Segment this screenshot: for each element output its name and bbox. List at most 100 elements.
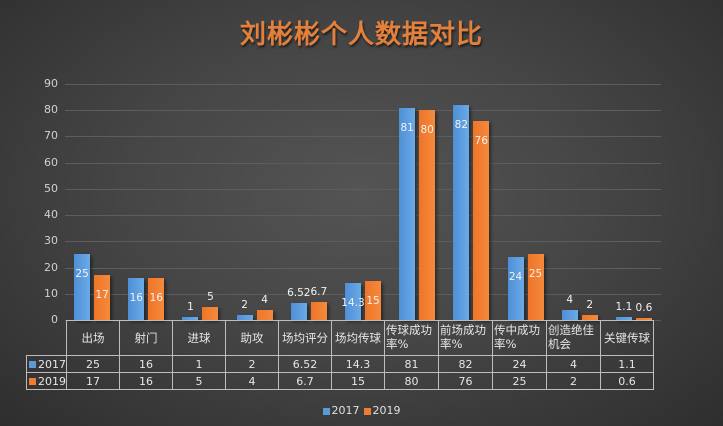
data-label: 5 [207, 290, 214, 303]
series-label: 2019 [26, 372, 67, 390]
data-label: 25 [75, 268, 89, 281]
data-label: 1 [187, 301, 194, 314]
legend-swatch-icon [29, 378, 36, 385]
table-cell: 5 [172, 372, 226, 390]
table-cell: 76 [438, 372, 493, 390]
data-label: 16 [129, 292, 143, 305]
data-label: 80 [420, 124, 434, 137]
legend: 2017 2019 [0, 404, 723, 417]
data-label: 82 [454, 118, 469, 131]
legend-swatch-icon [363, 407, 371, 415]
y-tick-label: 20 [44, 260, 58, 274]
table-cell: 1.1 [600, 355, 654, 373]
data-label: 24 [508, 271, 523, 284]
legend-swatch-icon [322, 407, 330, 415]
table-cell: 0.6 [600, 372, 654, 390]
gridline [65, 241, 661, 243]
table-header-cell: 传中成功率% [492, 320, 547, 356]
table-cell: 25 [492, 372, 547, 390]
data-table: 出场 射门 进球 助攻 场均评分 场均传球 传球成功率% 前场成功率% 传中成功率% 创造绝佳机会… [26, 320, 654, 390]
table-cell: 1 [172, 355, 226, 373]
data-label: 4 [566, 293, 574, 306]
gridline [65, 162, 661, 164]
data-label: 6.7 [310, 286, 328, 299]
gridline [65, 267, 661, 269]
data-label: 2 [586, 298, 594, 311]
table-cell: 81 [384, 355, 439, 373]
y-tick-label: 70 [44, 129, 58, 143]
table-cell: 16 [119, 372, 173, 390]
gridline [65, 84, 661, 85]
data-label: 15 [366, 294, 380, 307]
gridline [65, 136, 661, 138]
data-label: 16 [149, 292, 163, 305]
table-header-cell: 场均评分 [278, 320, 332, 356]
bar-2019 [94, 275, 111, 320]
table-cell: 2 [225, 355, 279, 373]
table-cell: 25 [66, 355, 120, 373]
data-label: 2 [241, 298, 248, 311]
table-header-cell: 传球成功率% [384, 320, 439, 356]
bar-2019 [365, 280, 381, 320]
table-header-cell: 创造绝佳机会 [546, 320, 601, 356]
bar-2019 [527, 254, 544, 320]
gridline [65, 293, 661, 295]
bar-2019 [256, 309, 273, 320]
table-cell: 6.7 [278, 372, 332, 390]
table-cell: 14.3 [331, 355, 385, 373]
data-label: 81 [400, 121, 414, 134]
y-tick-label: 30 [44, 234, 58, 248]
table-row: 2017 25 16 1 2 6.52 14.3 81 82 24 4 1.1 [26, 355, 654, 373]
bar-2017 [453, 104, 470, 320]
table-header-cell: 射门 [119, 320, 173, 356]
table-row: 2019 17 16 5 4 6.7 15 80 76 25 2 0.6 [26, 372, 654, 390]
table-header-cell: 进球 [172, 320, 226, 356]
y-tick-label: 40 [44, 208, 58, 222]
bar-2017 [290, 302, 307, 320]
legend-item: 2017 [322, 404, 360, 417]
table-cell: 4 [546, 355, 601, 373]
bar-2017 [615, 317, 632, 320]
plot-area: 25 17 16 16 1 5 2 4 6.52 6.7 14.3 15 81 80 82 76 24 25 4 2 1… [65, 84, 661, 321]
table-cell: 4 [225, 372, 279, 390]
bar-2017 [399, 107, 416, 320]
data-label: 4 [261, 293, 268, 306]
gridline [65, 215, 661, 217]
bar-2017 [561, 309, 578, 320]
table-header-cell: 场均传球 [331, 320, 385, 356]
data-label: 76 [474, 134, 489, 147]
legend-item: 2019 [363, 404, 401, 417]
table-cell: 15 [331, 372, 385, 390]
y-tick-label: 50 [44, 181, 58, 195]
bar-2017 [345, 282, 361, 320]
y-tick-label: 0 [51, 313, 58, 326]
series-label: 2017 [26, 355, 67, 373]
table-header-cell: 出场 [66, 320, 120, 356]
gridline [65, 188, 661, 190]
bar-2017 [128, 278, 145, 320]
bar-2017 [74, 254, 91, 320]
table-cell: 24 [492, 355, 547, 373]
bar-2017 [182, 317, 199, 320]
table-header-cell: 助攻 [225, 320, 279, 356]
table-header-cell: 关键传球 [600, 320, 654, 356]
bar-2019 [202, 306, 219, 320]
bar-2019 [419, 110, 436, 320]
legend-swatch-icon [29, 361, 36, 368]
data-label: 0.6 [635, 302, 653, 314]
gridline [65, 110, 661, 112]
bar-2019 [581, 314, 598, 320]
bar-2017 [236, 314, 253, 320]
bar-2019 [310, 302, 327, 320]
table-header-cell: 前场成功率% [438, 320, 493, 356]
data-label: 6.52 [287, 286, 311, 299]
table-corner [26, 320, 67, 356]
bar-2019 [148, 278, 165, 320]
bar-2019 [473, 120, 490, 320]
table-cell: 6.52 [278, 355, 332, 373]
y-tick-label: 10 [44, 286, 58, 300]
chart-title: 刘彬彬个人数据对比 [239, 20, 483, 50]
y-tick-label: 90 [44, 77, 58, 90]
data-label: 17 [95, 289, 109, 302]
bar-2017 [507, 257, 524, 320]
